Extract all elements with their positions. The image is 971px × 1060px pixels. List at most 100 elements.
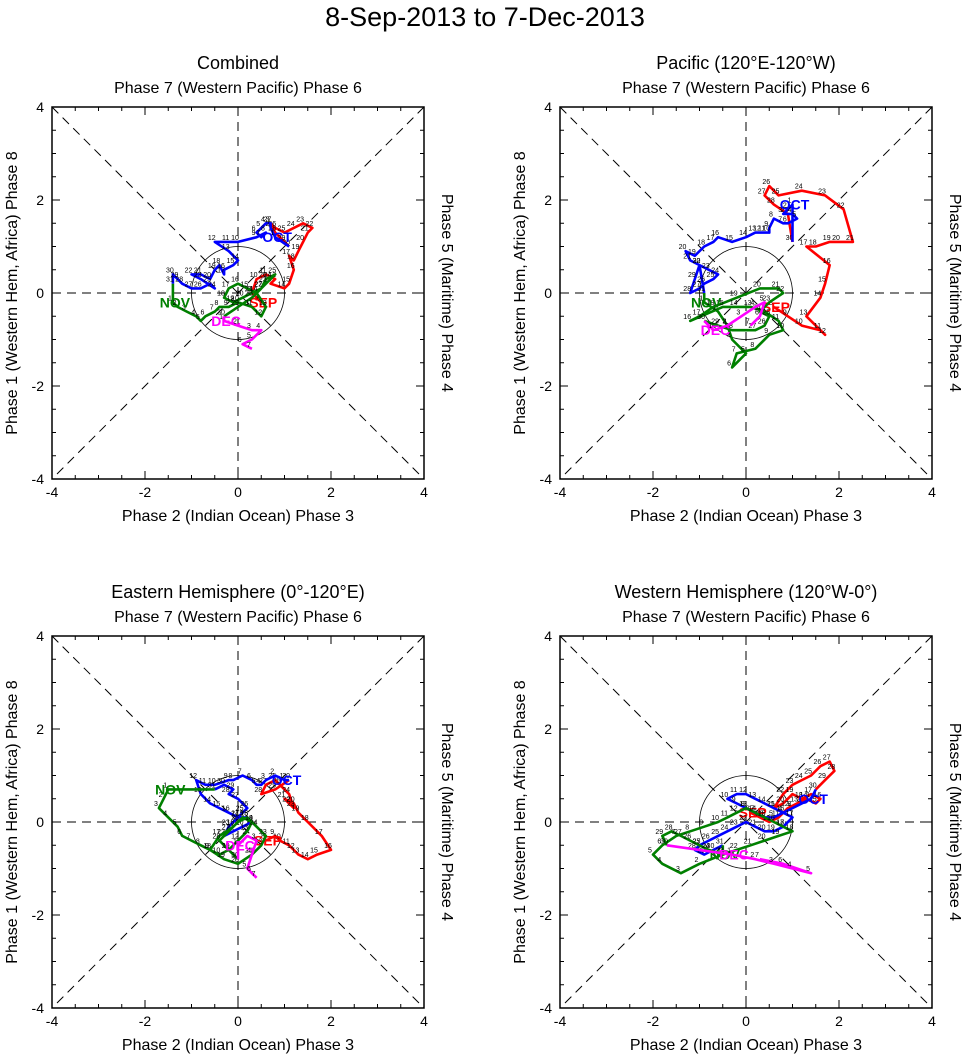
month-label-dec: DEC: [719, 847, 749, 863]
day-label: 4: [256, 778, 260, 785]
day-label: 21: [278, 792, 286, 799]
day-label: 22: [776, 787, 784, 794]
day-label: 5: [760, 295, 764, 302]
day-label: 1: [806, 792, 810, 799]
day-label: 3: [266, 216, 270, 223]
trajectory-dec: [666, 844, 813, 875]
day-label: 17: [282, 249, 290, 256]
day-label: 9: [764, 221, 768, 228]
y-tick-label: 0: [36, 814, 44, 830]
day-label: 5: [252, 778, 256, 785]
x-tick-label: 2: [835, 484, 843, 500]
day-label: 6: [247, 866, 251, 873]
day-label: 2: [270, 769, 274, 776]
month-label-nov: NOV: [155, 781, 186, 797]
day-label: 12: [287, 843, 295, 850]
day-label: 30: [786, 235, 794, 242]
day-label: 11: [199, 778, 206, 785]
trajectory-dec: [703, 301, 766, 332]
y-tick-label: -2: [540, 378, 553, 394]
day-label: 12: [231, 834, 239, 841]
day-label: 4: [788, 862, 792, 869]
day-label: 26: [240, 801, 248, 808]
day-label: 18: [795, 792, 803, 799]
day-label: 15: [725, 235, 733, 242]
month-label-nov: NOV: [160, 294, 191, 310]
day-label: 27: [674, 829, 682, 836]
day-label: 9: [205, 843, 209, 850]
day-label: 26: [762, 179, 770, 186]
day-label: 15: [809, 796, 817, 803]
day-label: 23: [259, 829, 267, 836]
day-label: 5: [792, 212, 796, 219]
day-label: 2: [713, 305, 717, 312]
day-label: 9: [252, 230, 256, 237]
unit-amplitude-circle: [191, 775, 285, 869]
day-label: 10: [208, 778, 216, 785]
day-label: 26: [697, 277, 705, 284]
day-label: 29: [688, 272, 696, 279]
x-axis-label: Phase 2 (Indian Ocean) Phase 3: [630, 1037, 862, 1054]
day-label: 22: [254, 838, 262, 845]
day-label: 18: [707, 300, 715, 307]
y-tick-label: -2: [540, 907, 553, 923]
day-label: 25: [707, 272, 715, 279]
day-label: 5: [256, 221, 260, 228]
y-axis-label-right: Phase 5 (Maritime) Phase 4: [438, 723, 455, 921]
day-label: 7: [252, 871, 256, 878]
x-tick-label: -2: [647, 1013, 660, 1029]
top-phase-label: Phase 7 (Western Pacific) Phase 6: [622, 609, 870, 626]
day-label: 12: [254, 309, 262, 316]
day-label: 29: [222, 843, 230, 850]
x-axis-label: Phase 2 (Indian Ocean) Phase 3: [122, 1037, 354, 1054]
day-label: 3: [182, 305, 186, 312]
day-label: 20: [679, 244, 687, 251]
day-label: 26: [702, 834, 710, 841]
panel-title: Western Hemisphere (120°W-0°): [615, 582, 878, 602]
day-label: 10: [776, 323, 784, 330]
day-label: 20: [758, 834, 766, 841]
day-label: 21: [744, 838, 752, 845]
day-label: 7: [210, 305, 214, 312]
day-label: 6: [783, 216, 787, 223]
day-label: 8: [214, 300, 218, 307]
day-label: 7: [238, 769, 242, 776]
day-label: 22: [693, 258, 701, 265]
x-tick-label: 4: [420, 484, 428, 500]
day-label: 8: [769, 300, 773, 307]
day-label: 25: [693, 838, 701, 845]
day-label: 25: [240, 810, 248, 817]
day-label: 10: [231, 295, 239, 302]
day-label: 24: [250, 820, 258, 827]
day-label: 30: [217, 778, 225, 785]
panel-pacific: Pacific (120°E-120°W) Phase 7 (Western Pa…: [512, 53, 963, 525]
day-label: 11: [758, 226, 765, 233]
day-label: 14: [301, 852, 309, 859]
day-label: 24: [753, 305, 761, 312]
day-label: 30: [231, 852, 239, 859]
day-label: 2: [783, 202, 787, 209]
day-label: 18: [776, 820, 784, 827]
day-label: 7: [187, 834, 191, 841]
trajectory-nov: [688, 287, 785, 369]
x-tick-label: 4: [928, 1013, 936, 1029]
day-label: 9: [732, 796, 736, 803]
day-label: 21: [683, 253, 691, 260]
day-label: 3: [676, 866, 680, 873]
day-label: 18: [287, 253, 295, 260]
day-label: 25: [268, 267, 276, 274]
day-label: 2: [242, 829, 246, 836]
day-label: 23: [222, 820, 230, 827]
day-label: 13: [744, 300, 752, 307]
day-label: 3: [154, 801, 158, 808]
day-label: 26: [683, 834, 691, 841]
day-label: 18: [240, 810, 248, 817]
day-label: 28: [665, 824, 673, 831]
day-label: 7: [671, 829, 675, 836]
day-label: 5: [247, 333, 251, 340]
day-label: 29: [268, 782, 276, 789]
y-tick-label: -4: [32, 1000, 45, 1016]
day-label: 18: [697, 240, 705, 247]
day-label: 26: [758, 319, 766, 326]
y-tick-label: -4: [32, 471, 45, 487]
